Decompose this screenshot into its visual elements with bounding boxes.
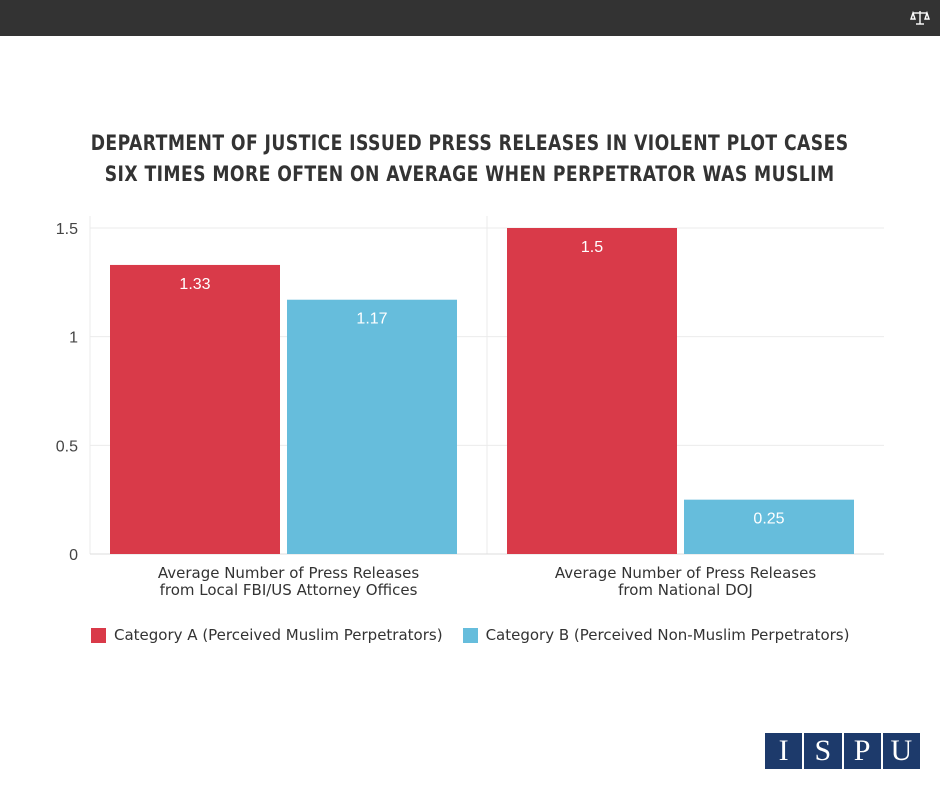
logo-letter: I — [765, 733, 805, 769]
y-tick-label: 0.5 — [56, 438, 78, 455]
logo-letter: P — [844, 733, 883, 769]
data-label: 0.25 — [753, 511, 784, 528]
scales-icon[interactable] — [910, 8, 930, 28]
legend-item-category-a[interactable]: Category A (Perceived Muslim Perpetrator… — [91, 626, 443, 644]
legend-label-category-a: Category A (Perceived Muslim Perpetrator… — [114, 626, 443, 644]
legend-swatch-category-a — [91, 627, 106, 643]
chart-title-line-1: DEPARTMENT OF JUSTICE ISSUED PRESS RELEA… — [90, 131, 849, 155]
data-label: 1.5 — [581, 239, 603, 256]
legend-item-category-b[interactable]: Category B (Perceived Non-Muslim Perpetr… — [462, 626, 850, 644]
data-label: 1.17 — [356, 311, 387, 328]
top-bar — [0, 0, 940, 36]
legend: Category A (Perceived Muslim Perpetrator… — [91, 626, 849, 644]
bar — [287, 299, 457, 554]
bar-chart: 0 0.5 1 1.5 1.33 1.17 Average Number of Press … — [56, 216, 884, 599]
x-category-label: Average Number of Press Releases — [158, 564, 419, 582]
x-category-label: Average Number of Press Releases — [555, 564, 816, 582]
chart-title-line-2: SIX TIMES MORE OFTEN ON AVERAGE WHEN PER… — [104, 162, 835, 186]
logo-letter: S — [804, 733, 844, 769]
y-tick-label: 1 — [69, 330, 78, 347]
bar — [684, 499, 854, 554]
chart-title: DEPARTMENT OF JUSTICE ISSUED PRESS RELEA… — [84, 128, 855, 190]
x-category-label: from Local FBI/US Attorney Offices — [160, 581, 418, 599]
legend-label-category-b: Category B (Perceived Non-Muslim Perpetr… — [485, 626, 850, 644]
bar — [110, 264, 280, 554]
bar — [507, 228, 677, 554]
logo-letter: U — [890, 734, 913, 767]
x-category-label: from National DOJ — [618, 581, 753, 599]
ispu-logo: I S P U — [765, 733, 920, 769]
y-tick-label: 0 — [69, 547, 78, 564]
data-label: 1.33 — [179, 276, 210, 293]
legend-swatch-category-b — [462, 627, 478, 643]
y-tick-label: 1.5 — [56, 221, 78, 238]
